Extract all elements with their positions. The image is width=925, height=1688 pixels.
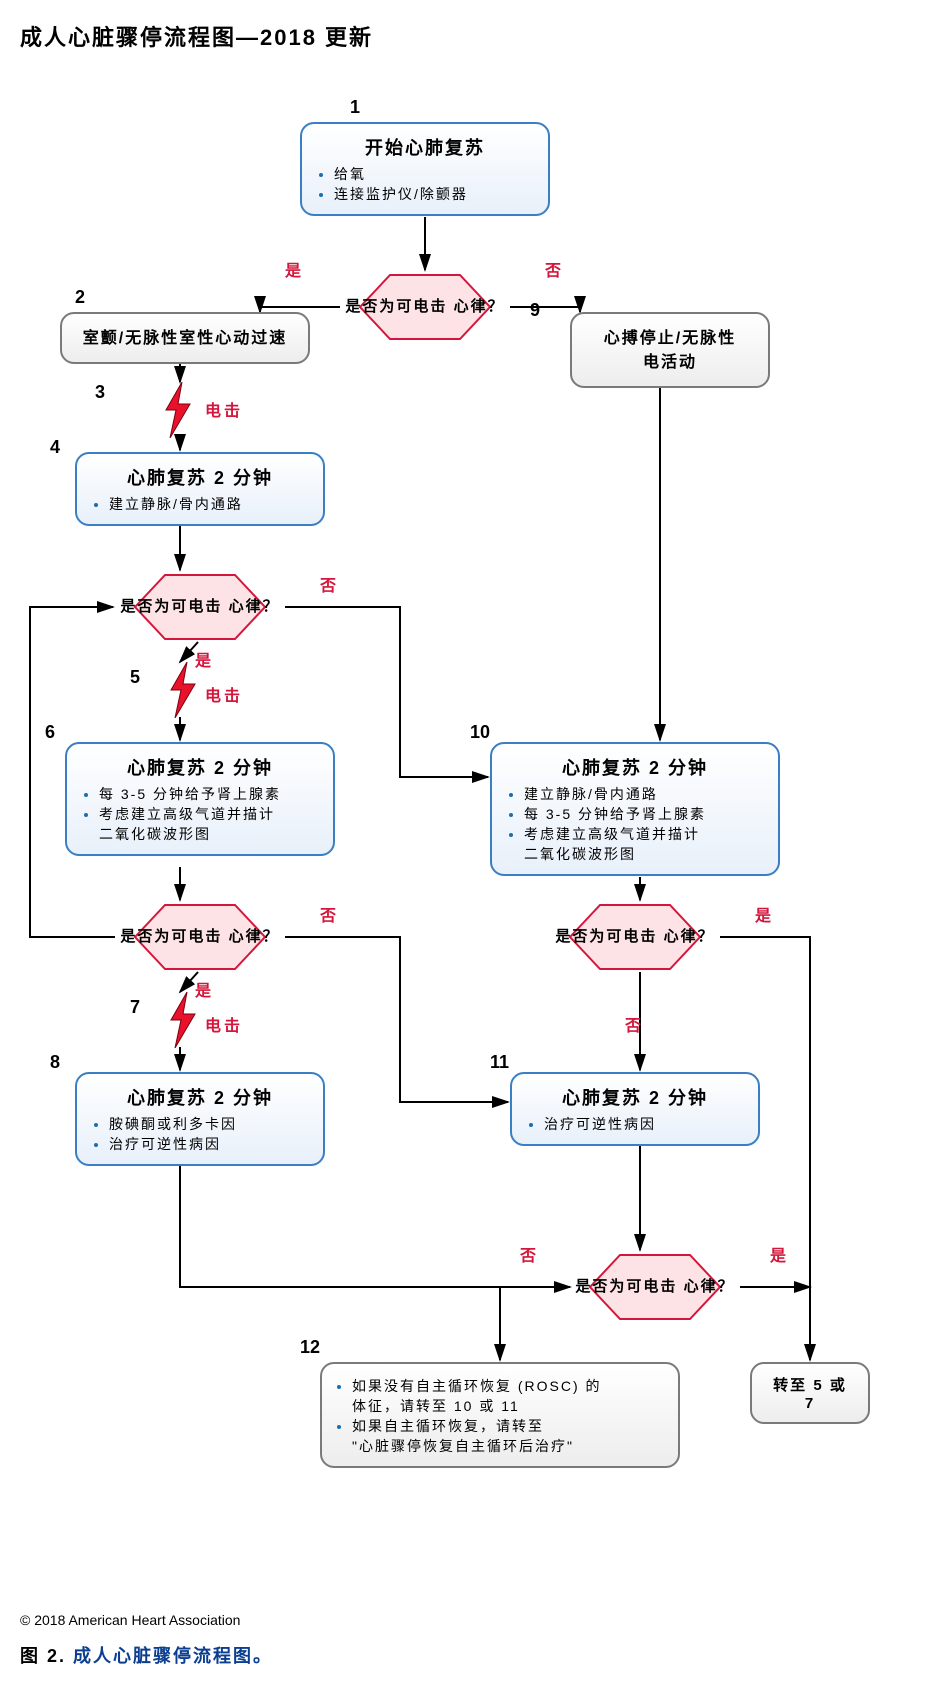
node-9-title: 心搏停止/无脉性 电活动 (586, 324, 754, 372)
caption-prefix: 图 2. (20, 1646, 73, 1666)
label-shock: 电击 (205, 682, 243, 706)
node-8-title: 心肺复苏 2 分钟 (91, 1084, 309, 1110)
label-yes: 是 (770, 1242, 788, 1266)
node-6-bullets: 每 3-5 分钟给予肾上腺素 考虑建立高级气道并描计 二氧化碳波形图 (81, 784, 319, 844)
step-num-8: 8 (50, 1052, 60, 1073)
step-num-7: 7 (130, 997, 140, 1018)
figure-caption: 图 2. 成人心脏骤停流程图。 (20, 1642, 905, 1668)
bullet: 给氧 (334, 166, 366, 182)
shock-icon-3 (160, 382, 196, 438)
label-shock: 电击 (205, 397, 243, 421)
step-num-9: 9 (530, 300, 540, 321)
step-num-5: 5 (130, 667, 140, 688)
decision-5-shockable: 是否为可电击 心律？ (570, 1252, 740, 1322)
node-12-bullets: 如果没有自主循环恢复 (ROSC) 的 体征，请转至 10 或 11 如果自主循… (336, 1376, 664, 1456)
node-1-start-cpr: 开始心肺复苏 给氧 连接监护仪/除颤器 (300, 122, 550, 216)
node-8-cpr-amio: 心肺复苏 2 分钟 胺碘酮或利多卡因 治疗可逆性病因 (75, 1072, 325, 1166)
decision-1-text: 是否为可电击 心律？ (340, 272, 510, 342)
step-num-4: 4 (50, 437, 60, 458)
bullet: 建立静脉/骨内通路 (524, 786, 658, 802)
step-num-10: 10 (470, 722, 490, 743)
bullet: 建立静脉/骨内通路 (109, 496, 243, 512)
label-no: 否 (625, 1012, 643, 1036)
caption-text: 成人心脏骤停流程图。 (73, 1646, 273, 1666)
label-yes: 是 (195, 647, 213, 671)
label-no: 否 (520, 1242, 538, 1266)
node-11-cpr-reversible: 心肺复苏 2 分钟 治疗可逆性病因 (510, 1072, 760, 1146)
decision-2-text: 是否为可电击 心律？ (115, 572, 285, 642)
step-num-2: 2 (75, 287, 85, 308)
bullet: 如果自主循环恢复，请转至 "心脏骤停恢复自主循环后治疗" (352, 1418, 574, 1454)
bullet: 连接监护仪/除颤器 (334, 186, 468, 202)
node-8-bullets: 胺碘酮或利多卡因 治疗可逆性病因 (91, 1114, 309, 1154)
decision-4-text: 是否为可电击 心律？ (550, 902, 720, 972)
node-10-cpr-ivio: 心肺复苏 2 分钟 建立静脉/骨内通路 每 3-5 分钟给予肾上腺素 考虑建立高… (490, 742, 780, 876)
bullet: 如果没有自主循环恢复 (ROSC) 的 体征，请转至 10 或 11 (352, 1378, 602, 1414)
bullet: 治疗可逆性病因 (544, 1116, 656, 1132)
label-no: 否 (545, 257, 563, 281)
node-1-title: 开始心肺复苏 (316, 134, 534, 160)
label-yes: 是 (195, 977, 213, 1001)
decision-2-shockable: 是否为可电击 心律？ (115, 572, 285, 642)
node-4-title: 心肺复苏 2 分钟 (91, 464, 309, 490)
decision-4-shockable: 是否为可电击 心律？ (550, 902, 720, 972)
step-num-12: 12 (300, 1337, 320, 1358)
node-4-cpr-2min: 心肺复苏 2 分钟 建立静脉/骨内通路 (75, 452, 325, 526)
copyright-footer: © 2018 American Heart Association (20, 1612, 905, 1628)
step-num-1: 1 (350, 97, 360, 118)
label-no: 否 (320, 902, 338, 926)
node-12-rosc: 如果没有自主循环恢复 (ROSC) 的 体征，请转至 10 或 11 如果自主循… (320, 1362, 680, 1468)
node-10-title: 心肺复苏 2 分钟 (506, 754, 764, 780)
label-no: 否 (320, 572, 338, 596)
decision-5-text: 是否为可电击 心律？ (570, 1252, 740, 1322)
page-title: 成人心脏骤停流程图—2018 更新 (20, 20, 905, 52)
bullet: 每 3-5 分钟给予肾上腺素 (99, 786, 281, 802)
node-4-bullets: 建立静脉/骨内通路 (91, 494, 309, 514)
bullet: 考虑建立高级气道并描计 二氧化碳波形图 (524, 826, 700, 862)
node-2-title: 室颤/无脉性室性心动过速 (70, 324, 300, 348)
decision-3-shockable: 是否为可电击 心律？ (115, 902, 285, 972)
decision-1-shockable: 是否为可电击 心律？ (340, 272, 510, 342)
node-9-asystole-pea: 心搏停止/无脉性 电活动 (570, 312, 770, 388)
step-num-6: 6 (45, 722, 55, 743)
goto-title: 转至 5 或 7 (766, 1374, 854, 1412)
node-goto-5-or-7: 转至 5 或 7 (750, 1362, 870, 1424)
node-11-title: 心肺复苏 2 分钟 (526, 1084, 744, 1110)
flowchart-canvas: 开始心肺复苏 给氧 连接监护仪/除颤器 是否为可电击 心律？ 室颤/无脉性室性心… (20, 82, 900, 1602)
bullet: 每 3-5 分钟给予肾上腺素 (524, 806, 706, 822)
node-2-vf-vt: 室颤/无脉性室性心动过速 (60, 312, 310, 364)
label-yes: 是 (755, 902, 773, 926)
node-10-bullets: 建立静脉/骨内通路 每 3-5 分钟给予肾上腺素 考虑建立高级气道并描计 二氧化… (506, 784, 764, 864)
bullet: 胺碘酮或利多卡因 (109, 1116, 237, 1132)
node-6-cpr-epi: 心肺复苏 2 分钟 每 3-5 分钟给予肾上腺素 考虑建立高级气道并描计 二氧化… (65, 742, 335, 856)
step-num-3: 3 (95, 382, 105, 403)
label-shock: 电击 (205, 1012, 243, 1036)
bullet: 治疗可逆性病因 (109, 1136, 221, 1152)
node-11-bullets: 治疗可逆性病因 (526, 1114, 744, 1134)
step-num-11: 11 (490, 1052, 509, 1073)
node-1-bullets: 给氧 连接监护仪/除颤器 (316, 164, 534, 204)
node-6-title: 心肺复苏 2 分钟 (81, 754, 319, 780)
label-yes: 是 (285, 257, 303, 281)
decision-3-text: 是否为可电击 心律？ (115, 902, 285, 972)
bullet: 考虑建立高级气道并描计 二氧化碳波形图 (99, 806, 275, 842)
